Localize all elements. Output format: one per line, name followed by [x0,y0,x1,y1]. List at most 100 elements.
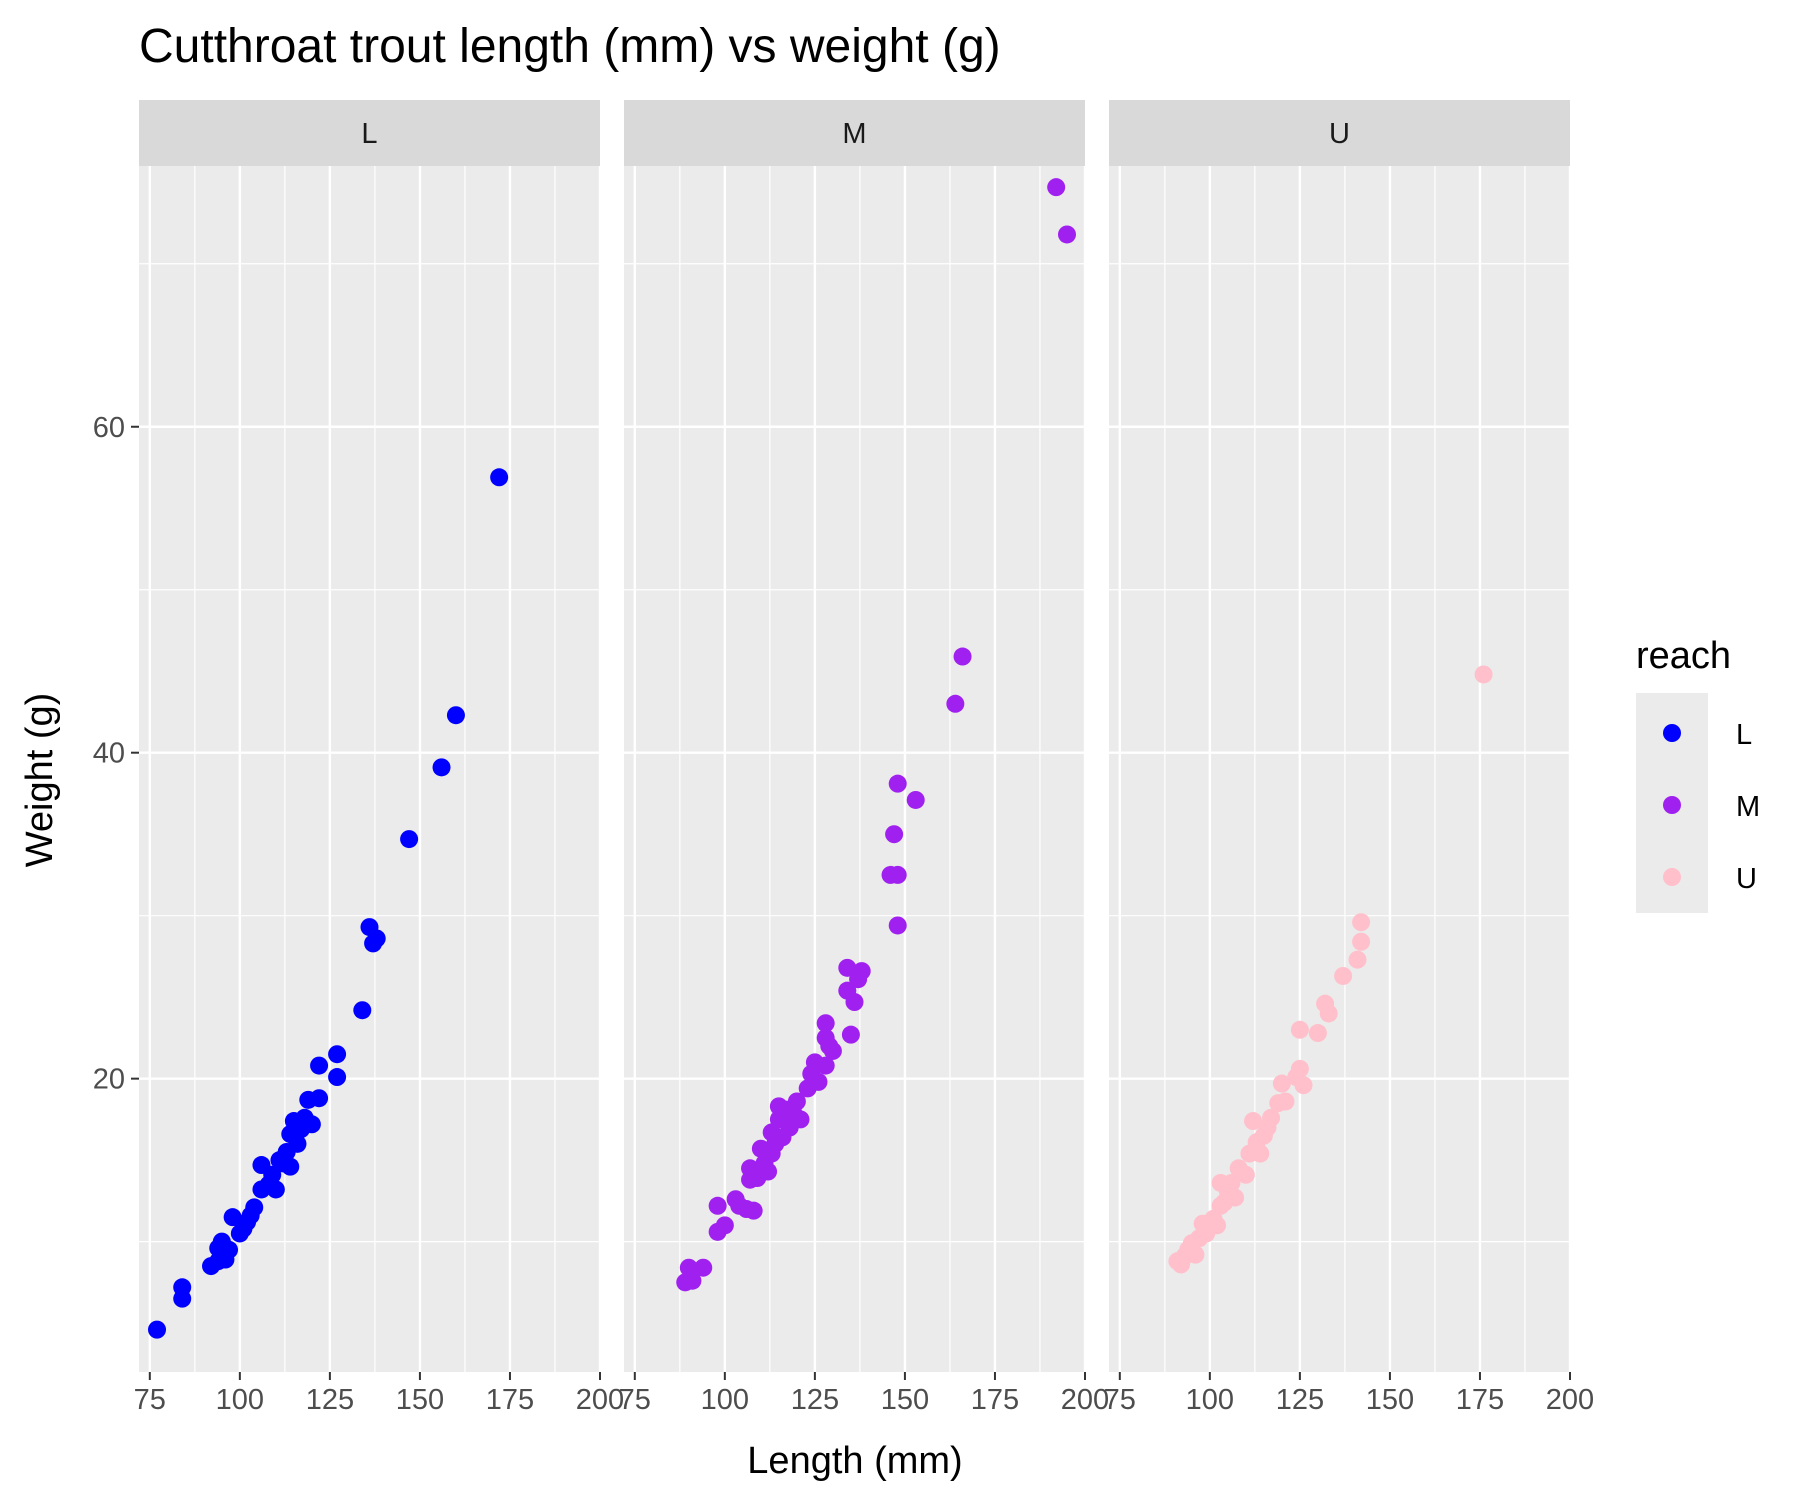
x-tick-label: 175 [486,1384,534,1416]
facet-strip-label: L [361,118,377,150]
legend-key-L [1663,724,1681,742]
data-point [367,929,386,948]
data-point [841,1025,860,1044]
data-point [1352,913,1371,932]
x-tick-label: 125 [791,1384,839,1416]
legend-label-L: L [1736,719,1752,751]
data-point [845,993,864,1012]
data-point [400,830,419,849]
x-tick-label: 100 [701,1384,749,1416]
data-point [148,1320,167,1339]
legend-items: L M U [1663,719,1760,895]
data-point [744,1201,763,1220]
x-tick-label: 75 [619,1384,651,1416]
x-tick-label: 150 [1366,1384,1414,1416]
facet-panel-L: L 75 100 125 150 175 200 [134,100,624,1416]
data-point [328,1068,347,1087]
data-point [787,1092,806,1111]
data-point [838,958,857,977]
data-point [791,1110,810,1129]
data-point [1348,950,1367,969]
x-tick-label: 100 [216,1384,264,1416]
data-point [852,962,871,981]
legend-key-U [1663,868,1681,886]
data-point [1047,178,1066,197]
y-axis-title: Weight (g) [19,693,61,868]
data-point [353,1001,372,1020]
data-point [1222,1173,1241,1192]
legend: reach L M U [1636,635,1760,913]
data-point [328,1045,347,1064]
data-point [809,1072,828,1091]
data-point [1262,1108,1281,1127]
data-point [708,1196,727,1215]
data-point [1208,1216,1227,1235]
data-point [1294,1076,1313,1095]
legend-label-U: U [1736,863,1757,895]
x-tick-label: 75 [134,1384,166,1416]
facet-strip [1109,100,1570,166]
data-point [288,1134,307,1153]
data-point [1251,1144,1270,1163]
data-point [266,1180,285,1199]
data-point [490,468,509,487]
data-point [220,1240,239,1259]
data-point [302,1115,321,1134]
y-tick-label: 40 [93,738,125,770]
data-point [888,865,907,884]
data-point [1244,1112,1263,1131]
facet-panels: L 75 100 125 150 175 200 M 75 100 125 150 175 200 U 75 1… [93,100,1594,1416]
data-point [1226,1188,1245,1207]
panel-background [139,166,600,1372]
x-tick-label: 150 [881,1384,929,1416]
legend-label-M: M [1736,791,1760,823]
facet-strip [624,100,1085,166]
data-point [310,1089,329,1108]
panel-background [624,166,1085,1372]
facet-panel-U: U 75 100 125 150 175 200 [1104,100,1594,1416]
data-point [823,1041,842,1060]
x-tick-label: 125 [306,1384,354,1416]
data-point [173,1278,192,1297]
data-point [816,1056,835,1075]
data-point [1308,1024,1327,1043]
x-tick-label: 175 [1456,1384,1504,1416]
data-point [432,758,451,777]
data-point [1352,932,1371,951]
chart-title: Cutthroat trout length (mm) vs weight (g… [139,20,1001,73]
data-point [715,1216,734,1235]
data-point [888,916,907,935]
y-tick-label: 20 [93,1064,125,1096]
x-tick-label: 150 [396,1384,444,1416]
data-point [1474,665,1493,684]
facet-strip [139,100,600,166]
data-point [1290,1059,1309,1078]
data-point [816,1014,835,1033]
data-point [1334,966,1353,985]
data-point [946,694,965,713]
data-point [694,1258,713,1277]
data-point [223,1208,242,1227]
data-point [1276,1092,1295,1111]
data-point [888,774,907,793]
data-point [245,1198,264,1217]
facet-strip-label: U [1329,118,1350,150]
data-point [281,1157,300,1176]
data-point [310,1056,329,1075]
x-tick-label: 75 [1104,1384,1136,1416]
x-tick-label: 175 [971,1384,1019,1416]
legend-title: reach [1636,635,1731,677]
facet-panel-M: M 75 100 125 150 175 200 [619,100,1109,1416]
data-point [906,790,925,809]
panel-background [1109,166,1570,1372]
data-point [683,1271,702,1290]
facet-strip-label: M [842,118,866,150]
data-point [1057,225,1076,244]
data-point [263,1165,282,1184]
data-point [1186,1245,1205,1264]
data-point [759,1162,778,1181]
data-point [1236,1165,1255,1184]
data-point [1290,1020,1309,1039]
x-tick-label: 100 [1186,1384,1234,1416]
